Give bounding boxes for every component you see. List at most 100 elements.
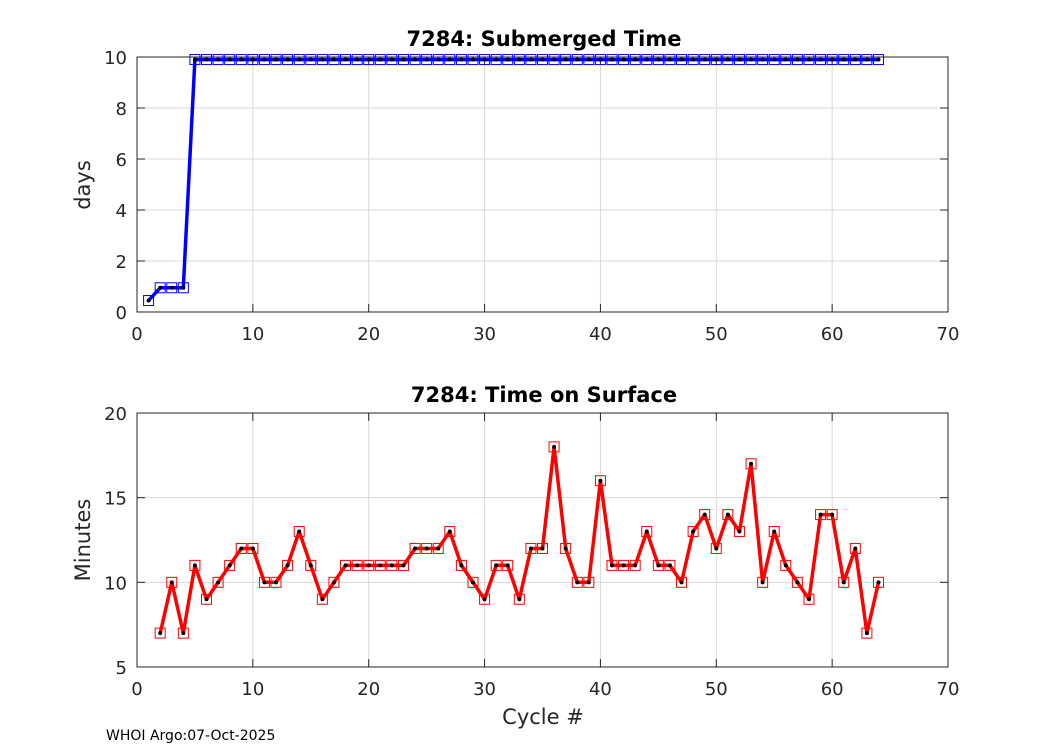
x-tick-label: 50 (705, 679, 728, 700)
data-point-marker (606, 54, 618, 66)
data-point-marker (397, 559, 409, 571)
series-line (147, 57, 879, 302)
data-point-marker (745, 458, 757, 470)
data-point (320, 597, 325, 602)
data-point-marker (652, 559, 664, 571)
data-point-marker (629, 54, 641, 66)
data-point (586, 580, 591, 585)
y-tick-label: 4 (116, 201, 127, 222)
data-point-marker (699, 509, 711, 521)
data-point-marker (687, 526, 699, 538)
x-tick-label: 30 (473, 324, 496, 345)
data-point-marker (560, 542, 572, 554)
data-point (308, 57, 313, 62)
data-point (389, 563, 394, 568)
x-tick-label: 20 (357, 324, 380, 345)
data-point (250, 546, 255, 551)
data-point-marker (224, 559, 236, 571)
data-point-marker (328, 54, 340, 66)
data-point (517, 57, 522, 62)
data-point-marker (664, 559, 676, 571)
axes-frame (136, 412, 949, 668)
data-point (227, 57, 232, 62)
data-point-marker (212, 576, 224, 588)
data-point (297, 529, 302, 534)
chart-title: 7284: Time on Surface (411, 383, 677, 407)
data-point-marker (872, 54, 884, 66)
data-point (563, 546, 568, 551)
data-point-marker (710, 54, 722, 66)
data-point-marker (282, 54, 294, 66)
data-point-marker (502, 54, 514, 66)
data-point-marker (154, 627, 166, 639)
data-point (250, 57, 255, 62)
data-point-marker (560, 54, 572, 66)
data-point (424, 546, 429, 551)
data-point (760, 57, 765, 62)
data-point (331, 57, 336, 62)
data-point-marker (235, 542, 247, 554)
data-point (876, 580, 881, 585)
data-point-marker (838, 54, 850, 66)
data-point-marker (340, 559, 352, 571)
data-point (355, 57, 360, 62)
data-point (494, 57, 499, 62)
data-point-marker (699, 54, 711, 66)
data-point (725, 57, 730, 62)
data-point (830, 512, 835, 517)
data-point (760, 580, 765, 585)
data-point (436, 57, 441, 62)
data-point-marker (676, 576, 688, 588)
data-point-marker (872, 576, 884, 588)
data-point-marker (455, 54, 467, 66)
data-point-marker (270, 576, 282, 588)
data-point (714, 546, 719, 551)
data-point-marker (374, 559, 386, 571)
data-point (192, 57, 197, 62)
data-point-marker (479, 54, 491, 66)
data-point-marker (386, 559, 398, 571)
data-point (447, 529, 452, 534)
data-point-marker (780, 559, 792, 571)
data-point-marker (791, 576, 803, 588)
grid (136, 56, 949, 313)
data-point (378, 57, 383, 62)
data-point (806, 57, 811, 62)
data-point (749, 461, 754, 466)
data-point (274, 580, 279, 585)
data-point (239, 546, 244, 551)
data-point (494, 563, 499, 568)
data-point-marker (316, 593, 328, 605)
data-point (158, 285, 163, 290)
data-point (482, 597, 487, 602)
data-point-marker (791, 54, 803, 66)
data-point (528, 57, 533, 62)
data-point (320, 57, 325, 62)
x-tick-label: 0 (131, 679, 142, 700)
data-point (818, 512, 823, 517)
x-tick-label: 0 (131, 324, 142, 345)
data-point-marker (235, 54, 247, 66)
data-point-marker (815, 54, 827, 66)
data-point-marker (525, 54, 537, 66)
axes-frame (136, 56, 949, 313)
x-axis-label: Cycle # (502, 705, 584, 729)
data-point-marker (270, 54, 282, 66)
data-point (876, 57, 881, 62)
data-point-marker (363, 559, 375, 571)
data-point (679, 580, 684, 585)
grid (136, 412, 949, 668)
data-point-marker (467, 576, 479, 588)
data-point (470, 57, 475, 62)
data-point (691, 529, 696, 534)
data-point (853, 546, 858, 551)
data-point (401, 563, 406, 568)
data-point-marker (293, 54, 305, 66)
data-point (216, 57, 221, 62)
y-tick-label: 10 (104, 573, 127, 594)
data-point-marker (641, 54, 653, 66)
data-point (181, 631, 186, 636)
data-point (830, 57, 835, 62)
data-point (413, 57, 418, 62)
data-point (586, 57, 591, 62)
